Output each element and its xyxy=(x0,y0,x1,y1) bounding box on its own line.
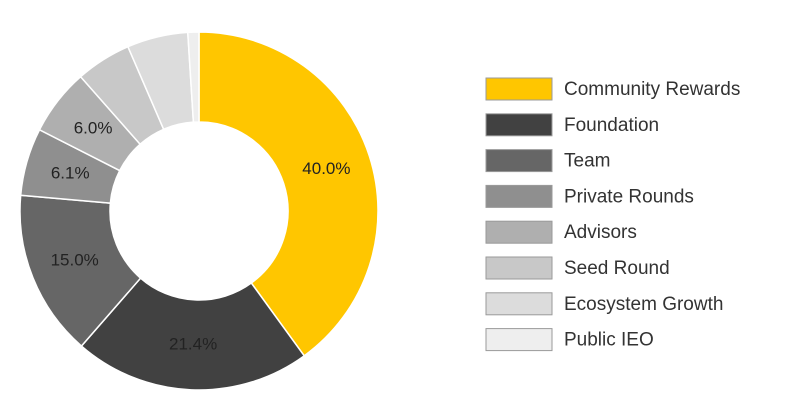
legend-item-foundation: Foundation xyxy=(485,113,659,137)
legend-item-advisors: Advisors xyxy=(485,220,637,244)
legend-swatch-seed-round xyxy=(485,256,553,280)
legend-swatch-private-rounds xyxy=(485,184,553,208)
slice-label-team: 15.0% xyxy=(51,251,99,270)
legend-swatch-community-rewards xyxy=(485,77,553,101)
slice-team xyxy=(19,194,142,348)
legend-swatch-advisors xyxy=(485,220,553,244)
legend-item-public-ieo: Public IEO xyxy=(485,328,654,352)
legend-swatch-team xyxy=(485,149,553,173)
legend-label-public-ieo: Public IEO xyxy=(564,330,654,351)
legend-label-private-rounds: Private Rounds xyxy=(564,186,694,207)
slice-foundation xyxy=(80,277,306,391)
slice-label-advisors: 6.0% xyxy=(74,118,113,137)
legend-item-team: Team xyxy=(485,149,610,173)
slice-label-foundation: 21.4% xyxy=(169,334,217,353)
legend-label-ecosystem-growth: Ecosystem Growth xyxy=(564,294,723,315)
legend-label-foundation: Foundation xyxy=(564,115,659,136)
legend-swatch-foundation xyxy=(485,113,553,137)
slice-public-ieo xyxy=(186,31,200,123)
legend: Community Rewards Foundation Team Private R… xyxy=(485,77,740,352)
legend-item-seed-round: Seed Round xyxy=(485,256,670,280)
legend-swatch-public-ieo xyxy=(485,328,553,352)
slice-community-rewards xyxy=(198,31,379,357)
legend-label-seed-round: Seed Round xyxy=(564,258,670,279)
slice-label-private-rounds: 6.1% xyxy=(51,163,90,182)
legend-item-ecosystem-growth: Ecosystem Growth xyxy=(485,292,723,316)
legend-item-community-rewards: Community Rewards xyxy=(485,77,740,101)
slice-labels: 40.0% 21.4% 15.0% 6.1% 6.0% xyxy=(51,118,351,353)
donut-slices xyxy=(19,31,379,391)
legend-label-advisors: Advisors xyxy=(564,222,637,243)
legend-label-community-rewards: Community Rewards xyxy=(564,79,740,100)
legend-swatch-ecosystem-growth xyxy=(485,292,553,316)
legend-label-team: Team xyxy=(564,151,610,172)
slice-label-community-rewards: 40.0% xyxy=(302,159,350,178)
legend-item-private-rounds: Private Rounds xyxy=(485,184,694,208)
